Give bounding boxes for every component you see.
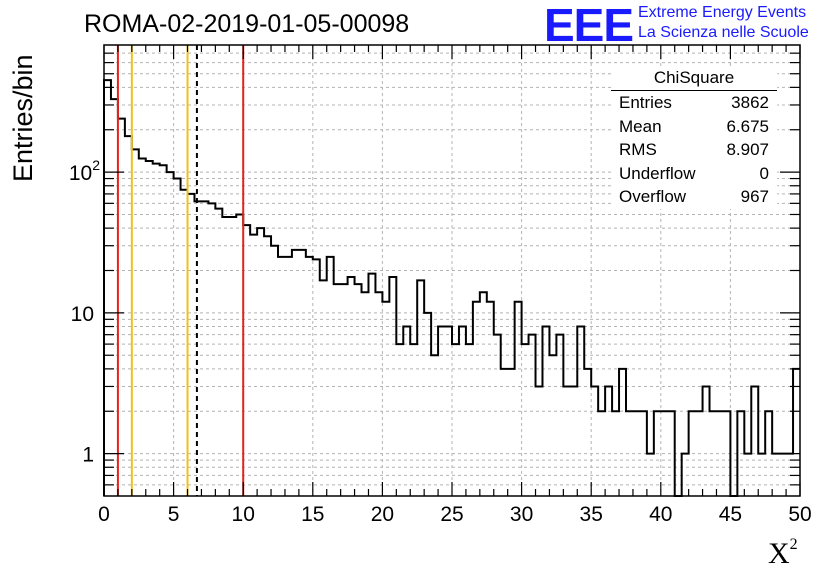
y-tick-label: 102 <box>69 157 100 185</box>
stats-title: ChiSquare <box>611 67 777 91</box>
x-axis-label-symbol: X <box>768 537 790 570</box>
stats-value: 8.907 <box>726 140 769 159</box>
x-tick-label: 25 <box>440 503 463 526</box>
x-tick-label: 20 <box>371 503 394 526</box>
x-axis-label: X2 <box>768 536 798 571</box>
x-tick-label: 50 <box>788 503 811 526</box>
y-tick-label: 10 <box>71 303 94 326</box>
y-tick-exponent: 2 <box>92 157 100 173</box>
stats-label: Entries <box>619 93 672 112</box>
stats-value: 0 <box>759 163 769 183</box>
x-tick-label: 10 <box>232 503 255 526</box>
stats-label: Underflow <box>619 163 696 183</box>
x-axis-label-superscript: 2 <box>789 536 798 553</box>
stats-row-overflow: Overflow 967 <box>611 185 777 209</box>
x-tick-label: 5 <box>168 503 180 526</box>
logo-tagline-1: Extreme Energy Events <box>638 4 807 21</box>
x-tick-label: 30 <box>510 503 533 526</box>
x-tick-label: 45 <box>719 503 742 526</box>
x-tick-label: 15 <box>301 503 324 526</box>
stats-row-rms: RMS 8.907 <box>611 138 777 162</box>
stats-row-underflow: Underflow 0 <box>611 162 777 186</box>
logo-tagline-2: La Scienza nelle Scuole <box>638 24 809 41</box>
stats-row-mean: Mean 6.675 <box>611 115 777 139</box>
y-axis-label: Entries/bin <box>8 54 38 182</box>
histogram-series <box>103 79 800 497</box>
stats-row-entries: Entries 3862 <box>611 91 777 115</box>
x-tick-label: 40 <box>649 503 672 526</box>
stats-label: Overflow <box>619 187 687 206</box>
chart-title: ROMA-02-2019-01-05-00098 <box>84 10 410 38</box>
stats-label: RMS <box>619 140 657 159</box>
stats-label: Mean <box>619 116 662 136</box>
stats-box: ChiSquare Entries 3862 Mean 6.675 RMS 8.… <box>611 67 777 209</box>
x-tick-label: 35 <box>580 503 603 526</box>
y-tick-label: 1 <box>82 444 94 467</box>
x-tick-label: 0 <box>98 503 110 526</box>
stats-value: 6.675 <box>726 116 769 136</box>
stats-value: 967 <box>740 187 769 206</box>
stats-value: 3862 <box>731 93 769 112</box>
eee-logo: EEE <box>544 0 634 51</box>
